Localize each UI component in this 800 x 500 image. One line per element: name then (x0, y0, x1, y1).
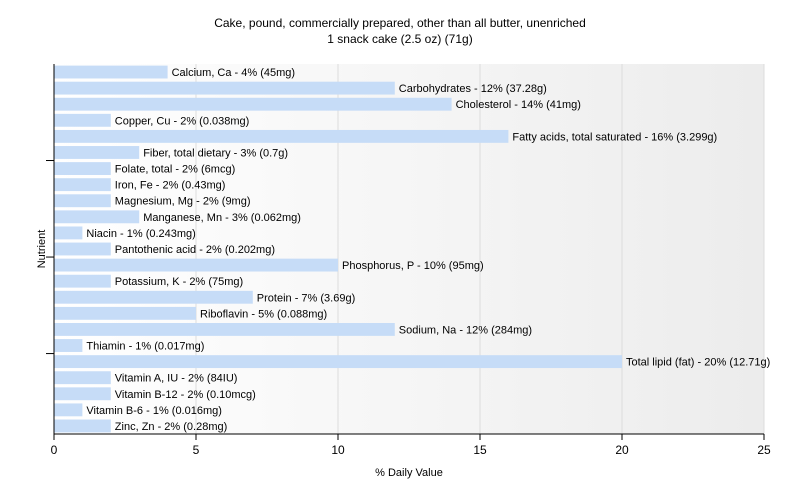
chart-subtitle: 1 snack cake (2.5 oz) (71g) (327, 32, 473, 46)
bar (54, 274, 111, 288)
bar (54, 194, 111, 208)
bar (54, 371, 111, 385)
bar-label: Carbohydrates - 12% (37.28g) (399, 83, 547, 95)
bar (54, 323, 395, 336)
x-tick-label: 15 (473, 443, 487, 457)
bar (54, 81, 395, 95)
bar-label: Zinc, Zn - 2% (0.28mg) (115, 421, 227, 433)
bar (54, 226, 83, 240)
bar (54, 403, 83, 417)
x-tick-label: 0 (51, 443, 58, 457)
bar (54, 258, 338, 272)
plot-area (54, 64, 764, 434)
bar-label: Iron, Fe - 2% (0.43mg) (115, 180, 226, 192)
x-tick-label: 25 (757, 443, 771, 457)
bar (54, 419, 111, 433)
bar (54, 339, 83, 352)
bar-label: Niacin - 1% (0.243mg) (86, 228, 195, 240)
bar-label: Fatty acids, total saturated - 16% (3.29… (512, 131, 717, 143)
x-tick-label: 20 (615, 443, 629, 457)
bar-label: Sodium, Na - 12% (284mg) (399, 324, 532, 336)
bar (54, 178, 111, 192)
bar (54, 113, 111, 127)
bar-label: Magnesium, Mg - 2% (9mg) (115, 196, 251, 208)
bar-label: Cholesterol - 14% (41mg) (456, 99, 581, 111)
bar-label: Calcium, Ca - 4% (45mg) (172, 67, 295, 79)
bar-label: Vitamin B-12 - 2% (0.10mcg) (115, 389, 256, 401)
bar-label: Total lipid (fat) - 20% (12.71g) (626, 357, 770, 369)
bar (54, 387, 111, 401)
bar-label: Vitamin B-6 - 1% (0.016mg) (86, 405, 222, 417)
bar-label: Folate, total - 2% (6mcg) (115, 164, 235, 176)
x-tick-label: 10 (331, 443, 345, 457)
bar-label: Thiamin - 1% (0.017mg) (86, 341, 204, 353)
x-axis-title: % Daily Value (375, 467, 443, 479)
x-tick-label: 5 (193, 443, 200, 457)
bar (54, 306, 196, 320)
bar (54, 210, 140, 224)
bar-label: Copper, Cu - 2% (0.038mg) (115, 115, 250, 127)
bar-label: Fiber, total dietary - 3% (0.7g) (143, 147, 288, 159)
bar-label: Phosphorus, P - 10% (95mg) (342, 260, 484, 272)
bar (54, 355, 622, 369)
bar (54, 129, 509, 143)
bar (54, 162, 111, 175)
bar (54, 242, 111, 256)
bar-label: Manganese, Mn - 3% (0.062mg) (143, 212, 301, 224)
bar (54, 65, 168, 79)
y-axis-title: Nutrient (36, 230, 48, 269)
chart-title: Cake, pound, commercially prepared, othe… (214, 16, 586, 30)
bar (54, 146, 140, 159)
bar-label: Riboflavin - 5% (0.088mg) (200, 308, 327, 320)
bar-label: Protein - 7% (3.69g) (257, 292, 355, 304)
bar-label: Pantothenic acid - 2% (0.202mg) (115, 244, 275, 256)
bar (54, 290, 253, 304)
bar-label: Vitamin A, IU - 2% (84IU) (115, 373, 238, 385)
bar-label: Potassium, K - 2% (75mg) (115, 276, 243, 288)
bar (54, 97, 452, 111)
